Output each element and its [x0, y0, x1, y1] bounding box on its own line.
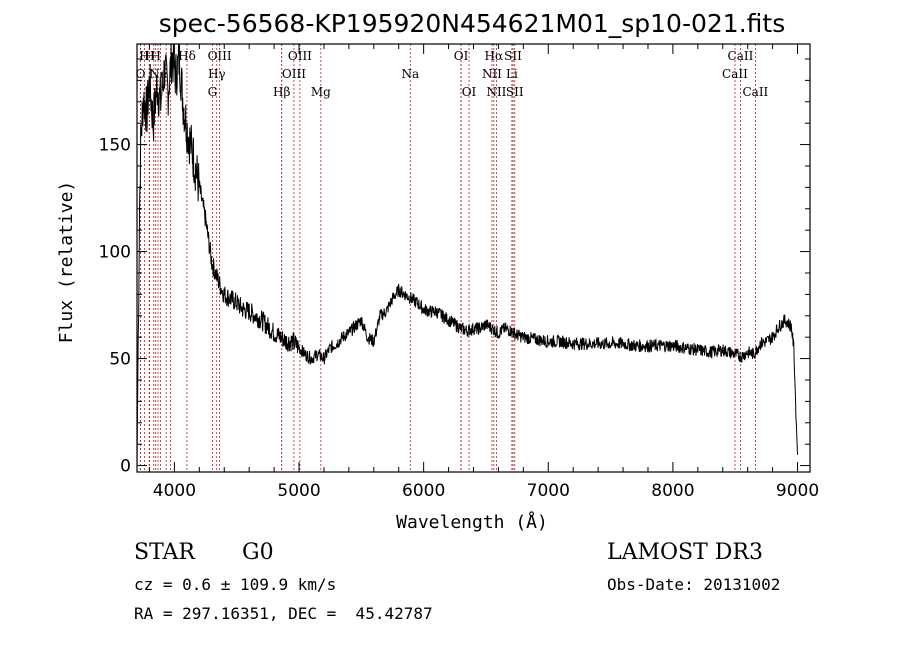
- spectral-line-label: CaII: [722, 67, 748, 81]
- object-subclass: G0: [242, 540, 274, 565]
- spectral-line-label: Hγ: [208, 67, 226, 81]
- spectral-line-label: H: [144, 49, 154, 63]
- y-tick-label: 100: [99, 243, 131, 263]
- x-tick-label: 8000: [651, 481, 694, 501]
- spectral-line-label: Hδ: [178, 49, 196, 63]
- spectral-line-label: OIII: [282, 67, 306, 81]
- x-axis-label: Wavelength (Å): [396, 511, 548, 533]
- x-tick-label: 4000: [153, 481, 196, 501]
- spectral-line-label: OI: [454, 49, 469, 63]
- spectral-line-label: Hβ: [273, 85, 290, 99]
- y-axis-label: Flux (relative): [56, 181, 77, 344]
- spectral-line-label: Mg: [311, 85, 331, 99]
- spectral-line-label: OIII: [288, 49, 312, 63]
- spectral-line-label: OI: [462, 85, 477, 99]
- spectral-line-label: NII: [482, 67, 502, 81]
- spectral-line-label: G: [208, 85, 218, 99]
- y-tick-label: 0: [120, 457, 131, 477]
- redshift-cz: cz = 0.6 ± 109.9 km/s: [134, 575, 337, 594]
- axis-ticks-layer: 4000 5000 6000 7000 8000 9000 0 50 100 150: [99, 44, 819, 501]
- series-layer: [136, 43, 798, 466]
- object-class: STAR: [134, 540, 195, 565]
- spectral-line-label: SII: [504, 49, 522, 63]
- spectral-line-label: OIII: [208, 49, 232, 63]
- flux-series-line: [136, 43, 798, 466]
- spectral-line-label: Li: [506, 67, 518, 81]
- observation-date: Obs-Date: 20131002: [607, 575, 781, 594]
- spectral-line-label: Hα: [485, 49, 504, 63]
- x-tick-label: 9000: [776, 481, 819, 501]
- x-tick-label: 5000: [277, 481, 320, 501]
- x-tick-label: 7000: [527, 481, 570, 501]
- spectral-line-label: H: [139, 49, 149, 63]
- spectral-line-label: H: [150, 49, 160, 63]
- y-tick-label: 50: [109, 350, 131, 370]
- survey-name: LAMOST DR3: [607, 540, 763, 565]
- spectral-line-label: Na: [401, 67, 419, 81]
- spectral-line-label: CaII: [742, 85, 768, 99]
- spectral-line-label: SII: [506, 85, 524, 99]
- ra-dec: RA = 297.16351, DEC = 45.42787: [134, 604, 433, 623]
- plot-frame: [136, 43, 811, 473]
- spectral-line-label: O: [136, 67, 146, 81]
- x-tick-label: 6000: [402, 481, 445, 501]
- chart-title: spec-56568-KP195920N454621M01_sp10-021.f…: [159, 9, 785, 38]
- y-tick-label: 150: [99, 136, 131, 156]
- spectral-line-label: NII: [486, 85, 506, 99]
- spectral-line-label: CaII: [728, 49, 754, 63]
